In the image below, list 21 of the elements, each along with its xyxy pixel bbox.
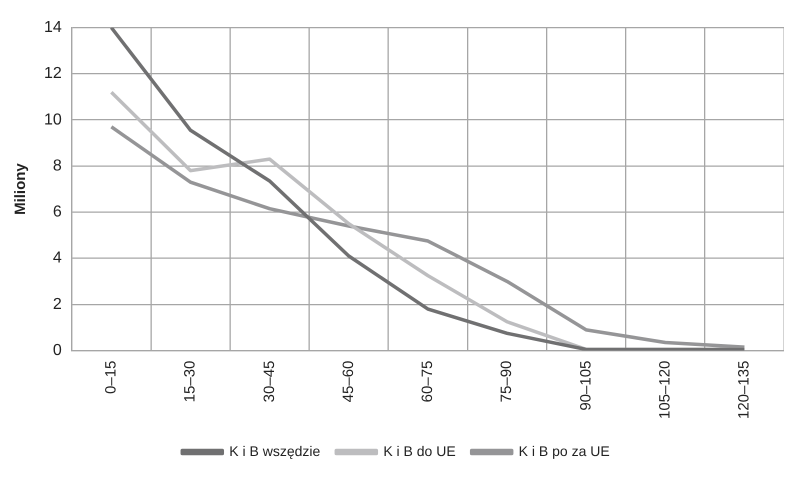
x-tick-label: 105–120 [656, 360, 674, 420]
x-tick-label: 75–90 [498, 360, 516, 402]
x-tick-label: 120–135 [736, 360, 753, 420]
legend-label: K i B wszędzie [229, 442, 321, 459]
legend-label: K i B po za UE [518, 442, 610, 459]
y-tick-label: 2 [52, 296, 62, 313]
x-tick-label: 90–105 [577, 360, 594, 411]
y-tick-label: 10 [44, 111, 62, 128]
legend-label: K i B do UE [383, 442, 456, 459]
x-tick-label: 60–75 [419, 360, 436, 402]
y-tick-label: 14 [44, 19, 62, 36]
x-tick-label: 45–60 [340, 360, 357, 402]
y-tick-label: 6 [52, 204, 62, 221]
x-tick-label: 0–15 [102, 360, 120, 394]
x-tick-label: 30–45 [260, 360, 278, 402]
y-tick-label: 0 [52, 342, 62, 360]
y-tick-label: 4 [52, 250, 62, 267]
y-axis-title: Miliony [12, 162, 30, 215]
x-tick-label: 15–30 [182, 360, 199, 402]
y-tick-label: 8 [52, 157, 62, 174]
y-tick-label: 12 [44, 65, 62, 82]
